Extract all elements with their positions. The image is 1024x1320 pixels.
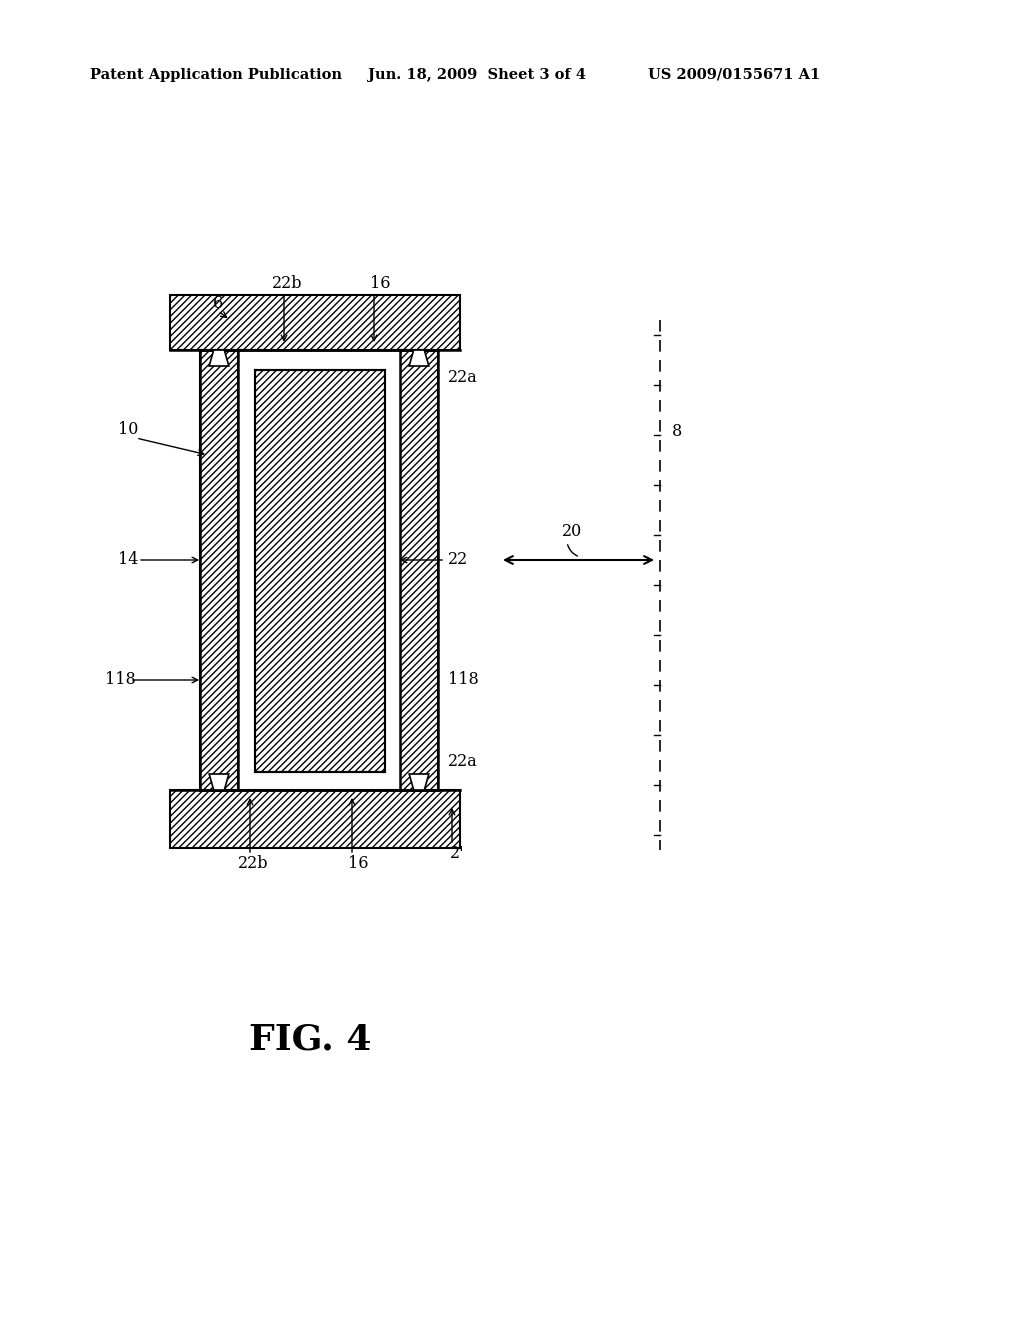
Polygon shape [410, 774, 429, 789]
Text: 8: 8 [672, 424, 682, 441]
Text: 10: 10 [118, 421, 138, 438]
Polygon shape [209, 350, 228, 366]
Bar [385, 350, 400, 789]
Text: 22b: 22b [272, 275, 302, 292]
Text: 22b: 22b [238, 854, 268, 871]
Text: Jun. 18, 2009  Sheet 3 of 4: Jun. 18, 2009 Sheet 3 of 4 [368, 69, 586, 82]
Text: 22: 22 [449, 552, 468, 569]
Polygon shape [209, 774, 228, 789]
Bar [238, 350, 255, 789]
Text: 14: 14 [118, 552, 138, 569]
Text: 118: 118 [449, 672, 479, 689]
Text: 6: 6 [213, 294, 223, 312]
Bar [255, 370, 385, 772]
Text: 118: 118 [105, 672, 136, 689]
Polygon shape [410, 350, 429, 366]
Bar [400, 350, 438, 789]
Bar [170, 294, 460, 350]
Text: US 2009/0155671 A1: US 2009/0155671 A1 [648, 69, 820, 82]
Text: 2': 2' [450, 845, 465, 862]
Text: 16: 16 [370, 275, 390, 292]
Text: 22a: 22a [449, 370, 478, 387]
Text: 20: 20 [562, 524, 583, 540]
Text: 22a: 22a [449, 754, 478, 771]
Text: 16: 16 [348, 854, 369, 871]
Text: Patent Application Publication: Patent Application Publication [90, 69, 342, 82]
Bar [200, 350, 238, 789]
Bar [170, 789, 460, 847]
Text: FIG. 4: FIG. 4 [249, 1023, 372, 1057]
